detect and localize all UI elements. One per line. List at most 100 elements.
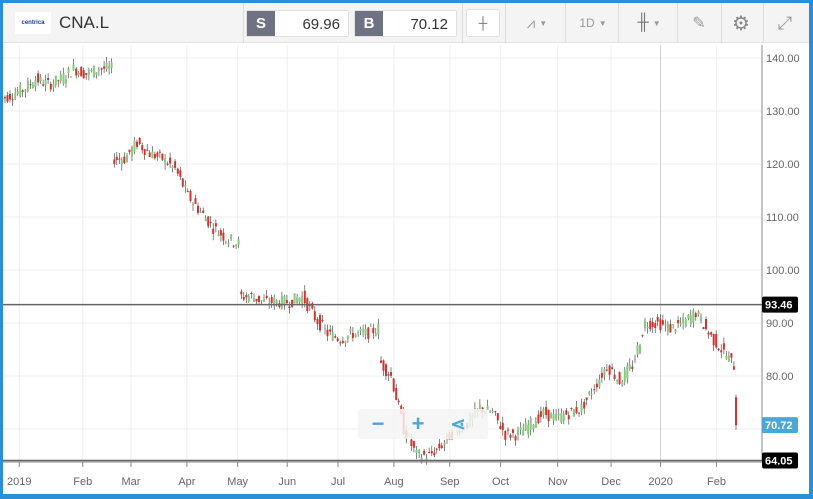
candle xyxy=(273,298,276,306)
candle xyxy=(326,329,329,337)
candle xyxy=(608,365,611,375)
candle xyxy=(171,166,174,168)
crosshair-icon: ┼ xyxy=(478,16,488,30)
x-tick-label: 2019 xyxy=(7,476,31,488)
candle xyxy=(336,338,339,342)
candle xyxy=(283,296,286,306)
candle xyxy=(189,190,192,201)
candle xyxy=(387,374,390,376)
candle xyxy=(285,300,288,304)
candle xyxy=(245,295,248,298)
y-tick-label: 90.00 xyxy=(766,318,794,330)
candle xyxy=(54,75,57,86)
candle xyxy=(395,387,398,401)
candle xyxy=(425,458,428,461)
candle xyxy=(158,151,161,153)
fullscreen-button[interactable]: ⤢ xyxy=(769,9,801,37)
price-level-label: 64.05 xyxy=(765,456,793,468)
candle xyxy=(687,314,690,319)
candle xyxy=(176,168,179,174)
candle xyxy=(519,427,522,430)
candle xyxy=(47,78,50,80)
candle xyxy=(334,336,337,338)
chevron-down-icon: ▼ xyxy=(652,18,661,28)
candle xyxy=(722,343,725,350)
candle xyxy=(634,359,636,361)
candle xyxy=(14,93,17,99)
candle xyxy=(219,230,222,236)
candle xyxy=(3,98,4,101)
candle xyxy=(184,185,187,187)
candle xyxy=(545,406,548,416)
zoom-in-button[interactable]: + xyxy=(411,411,425,436)
candle xyxy=(44,80,47,86)
candle xyxy=(555,413,558,420)
chart-type-dropdown[interactable]: ⩘ ▼ xyxy=(513,9,561,37)
crosshair-button[interactable]: ┼ xyxy=(466,9,500,37)
buy-price-button[interactable]: B 70.12 xyxy=(354,10,457,37)
candle xyxy=(684,318,687,327)
candle xyxy=(654,323,657,329)
candle xyxy=(260,300,263,302)
sell-price-button[interactable]: S 69.96 xyxy=(246,10,349,37)
candle xyxy=(265,295,268,299)
candle xyxy=(372,327,375,334)
candle xyxy=(641,335,644,337)
buy-tag: B xyxy=(355,11,383,36)
candle xyxy=(725,356,728,359)
x-tick-label: Sep xyxy=(440,476,460,488)
candle xyxy=(339,342,342,344)
candle xyxy=(377,323,380,335)
candle xyxy=(115,156,118,161)
price-chart[interactable]: 90.00 80.00 100.00 110.00 120.00 130.00 140.00… xyxy=(3,3,809,494)
candle xyxy=(550,413,553,419)
price-level-badge xyxy=(762,296,798,313)
candle xyxy=(595,383,598,388)
candle xyxy=(324,327,326,330)
candle xyxy=(4,97,6,99)
y-tick-label: 100.00 xyxy=(766,265,800,277)
candle xyxy=(169,157,172,164)
candle xyxy=(39,77,42,82)
candle xyxy=(153,153,156,159)
candle xyxy=(514,436,517,441)
candle xyxy=(565,410,568,415)
candle xyxy=(666,323,669,332)
candle xyxy=(26,80,29,92)
candle xyxy=(385,364,387,376)
y-tick-label: 140.00 xyxy=(766,53,800,65)
candle xyxy=(118,158,121,160)
candle xyxy=(321,319,324,322)
last-price-badge xyxy=(762,417,798,434)
candle xyxy=(214,223,217,227)
candle xyxy=(423,450,426,455)
candle xyxy=(694,313,697,318)
candle xyxy=(613,374,616,380)
candle xyxy=(136,141,138,147)
share-icon[interactable]: ⋖ xyxy=(450,413,466,434)
candle xyxy=(593,389,596,391)
x-tick-label: Feb xyxy=(73,476,92,488)
candle xyxy=(600,372,603,378)
zoom-out-button[interactable]: − xyxy=(371,411,385,436)
candle xyxy=(730,353,733,358)
candle xyxy=(31,84,34,89)
candle xyxy=(611,367,614,370)
draw-tool-button[interactable]: ✎ xyxy=(683,9,715,37)
candle xyxy=(397,400,400,403)
candle-style-dropdown[interactable]: ╫ ▼ xyxy=(625,9,673,37)
x-tick-label: Jul xyxy=(331,476,345,488)
candle xyxy=(313,311,316,321)
candle xyxy=(532,425,535,430)
candle xyxy=(677,320,680,324)
candle xyxy=(308,304,311,306)
candle xyxy=(296,297,299,304)
candle xyxy=(578,412,580,414)
candle xyxy=(341,340,344,343)
candle xyxy=(275,300,278,304)
settings-button[interactable]: ⚙ xyxy=(725,9,757,37)
x-tick-label: Oct xyxy=(492,476,509,488)
candle xyxy=(194,198,197,204)
interval-dropdown[interactable]: 1D ▼ xyxy=(573,9,613,37)
candle xyxy=(621,382,624,387)
